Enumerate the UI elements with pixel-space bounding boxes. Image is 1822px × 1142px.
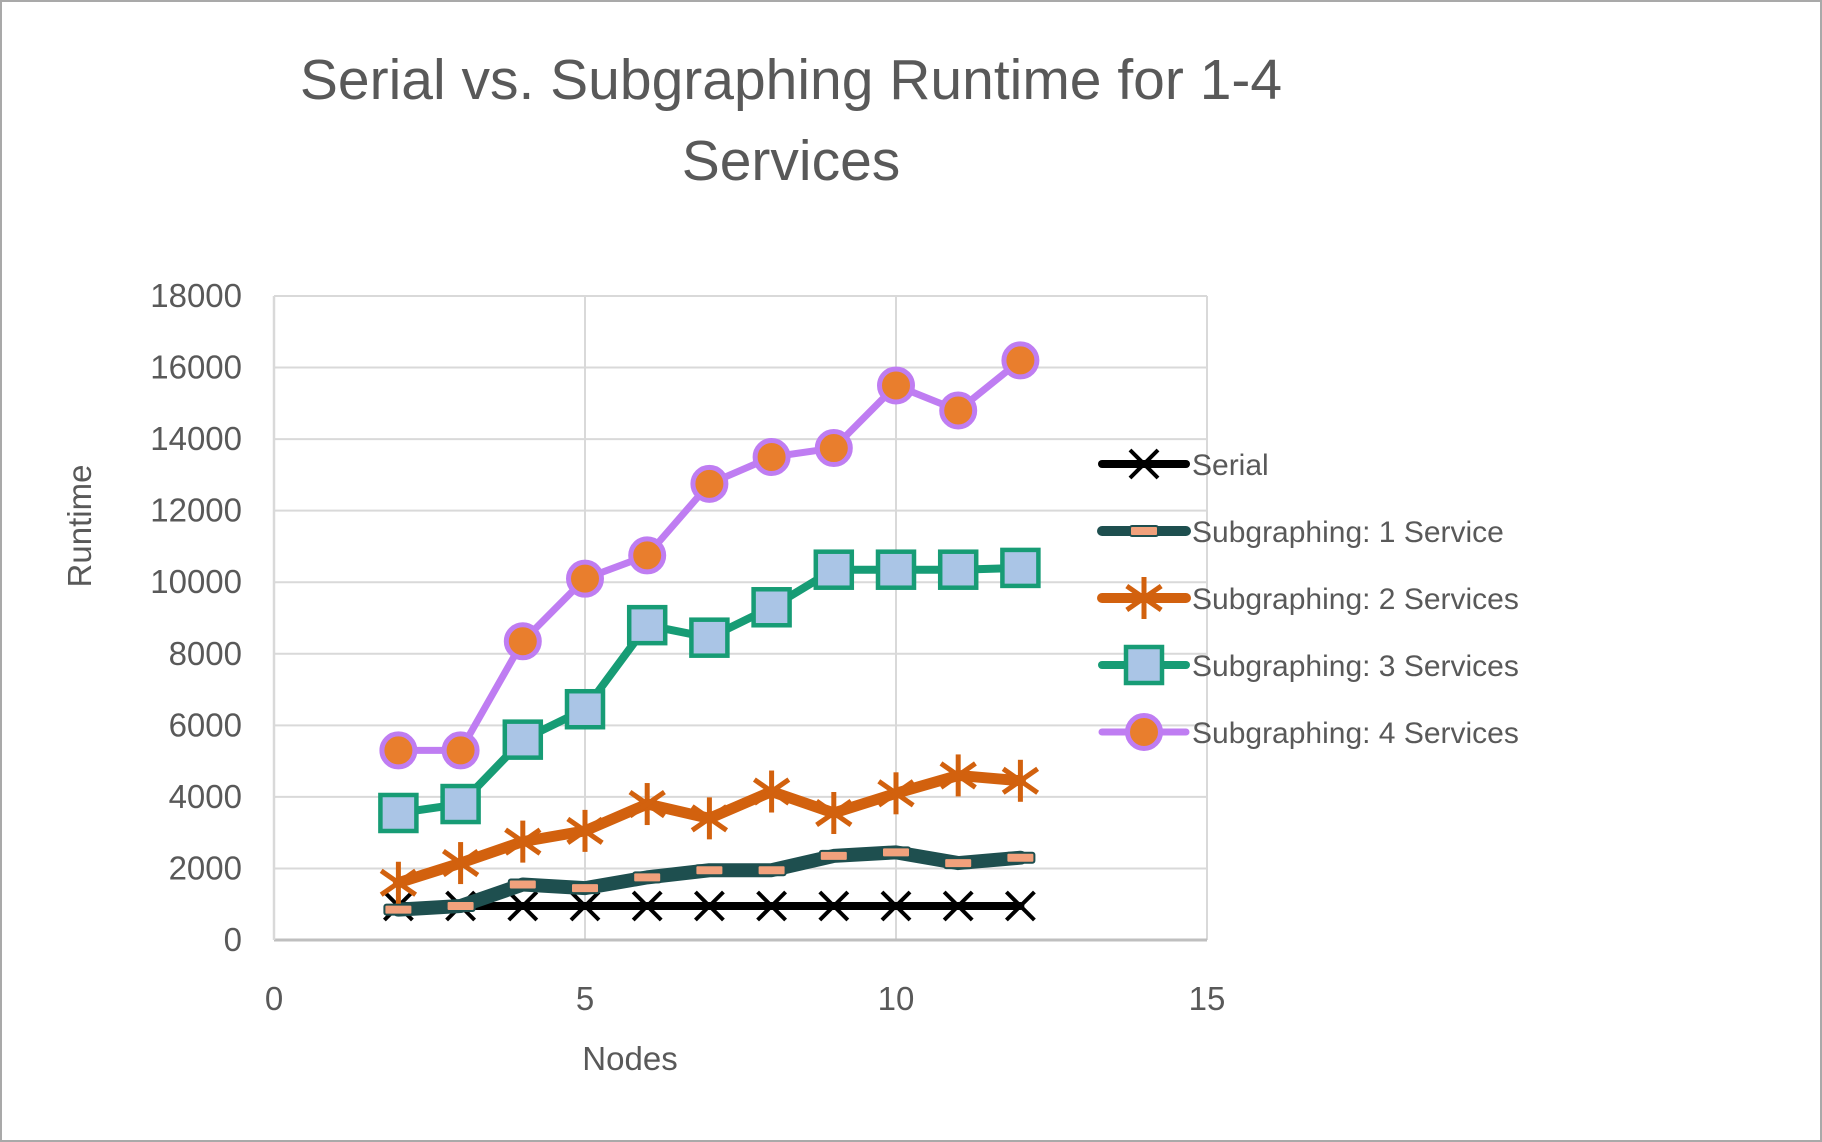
series-subgraphing-2-services [379, 754, 1040, 904]
legend-item-subgraphing-1-service: Subgraphing: 1 Service [1097, 516, 1504, 549]
dash-marker [507, 878, 538, 891]
square-marker [440, 783, 481, 825]
circle-marker [939, 391, 978, 430]
series-serial [382, 890, 1036, 922]
dash-marker [1005, 851, 1036, 864]
square-marker [751, 587, 792, 628]
circle-marker [441, 731, 480, 770]
dash-marker [818, 849, 849, 862]
circle-marker [503, 622, 542, 661]
circle-marker [877, 366, 915, 405]
series-subgraphing-1-service [383, 845, 1036, 917]
x-tick-label: 10 [878, 980, 915, 1017]
asterisk-marker [441, 849, 480, 878]
y-tick-label: 16000 [150, 349, 242, 386]
asterisk-marker [815, 798, 853, 828]
x-marker [1004, 890, 1036, 922]
y-tick-label: 18000 [150, 277, 242, 314]
square-marker [378, 792, 419, 834]
asterisk-marker [1125, 583, 1163, 613]
square-marker [875, 549, 917, 590]
gridlines [272, 295, 1208, 942]
x-marker [818, 890, 850, 922]
y-tick-label: 4000 [169, 778, 242, 815]
circle-marker [752, 438, 791, 476]
asterisk-marker [939, 761, 977, 790]
dash-marker [694, 864, 725, 877]
y-tick-label: 14000 [150, 420, 242, 457]
asterisk-marker [379, 868, 418, 897]
series-subgraphing-3-services [378, 547, 1041, 834]
series-subgraphing-4-services [379, 341, 1040, 770]
circle-marker [690, 464, 729, 503]
x-marker [631, 890, 663, 922]
legend-item-subgraphing-4-services: Subgraphing: 4 Services [1098, 713, 1519, 751]
x-marker [942, 890, 974, 922]
square-marker [937, 549, 979, 590]
dash-marker [881, 846, 911, 859]
series-line [391, 845, 1028, 917]
square-marker [1000, 547, 1041, 589]
legend-item-subgraphing-3-services: Subgraphing: 3 Services [1098, 644, 1519, 686]
x-marker [1128, 448, 1160, 480]
x-tick-label: 15 [1189, 980, 1226, 1017]
legend-label: Subgraphing: 1 Service [1192, 516, 1504, 549]
asterisk-marker [877, 779, 915, 808]
x-axis-title: Nodes [582, 1040, 678, 1077]
x-marker [507, 890, 539, 922]
y-tick-label: 2000 [169, 849, 242, 886]
asterisk-marker [628, 790, 666, 819]
x-marker [756, 890, 788, 922]
x-marker [693, 890, 725, 922]
square-marker [564, 688, 606, 730]
asterisk-marker [690, 804, 729, 833]
y-tick-label: 0 [224, 921, 242, 958]
dash-marker [383, 903, 414, 916]
tick-labels: 0 2000 4000 6000 8000 10000 12000 14000 16000 180… [150, 277, 1225, 1017]
circle-marker [1001, 341, 1040, 380]
square-marker [502, 719, 544, 760]
square-marker [1123, 644, 1165, 686]
circle-marker [628, 536, 667, 575]
legend-label: Serial [1192, 449, 1269, 482]
dash-marker [632, 871, 663, 884]
dash-marker [756, 864, 787, 877]
legend-item-subgraphing-2-services: Subgraphing: 2 Services [1097, 577, 1519, 619]
legend-label: Subgraphing: 4 Services [1192, 717, 1519, 750]
dash-marker [570, 882, 600, 895]
asterisk-marker [566, 816, 604, 845]
square-marker [689, 617, 730, 658]
legend-label: Subgraphing: 2 Services [1192, 583, 1519, 616]
square-marker [813, 549, 855, 590]
dash-marker [1129, 525, 1159, 537]
square-marker [626, 604, 668, 646]
y-tick-label: 8000 [169, 635, 242, 672]
circle-marker [1125, 713, 1163, 751]
y-tick-label: 6000 [169, 706, 242, 743]
y-tick-label: 10000 [150, 563, 242, 600]
legend: Serial Subgraphing: 1 Service Subgraphing:… [1097, 448, 1519, 751]
series-line [394, 356, 1024, 754]
circle-marker [814, 429, 853, 468]
circle-marker [566, 559, 604, 598]
y-tick-label: 12000 [150, 492, 242, 529]
asterisk-marker [1001, 766, 1040, 795]
x-marker [569, 890, 601, 922]
x-marker [880, 890, 912, 922]
asterisk-marker [752, 777, 791, 806]
dash-marker [445, 900, 476, 913]
dash-marker [943, 857, 974, 870]
circle-marker [379, 731, 418, 770]
legend-item-serial: Serial [1098, 448, 1269, 482]
x-tick-label: 5 [576, 980, 594, 1017]
asterisk-marker [504, 827, 542, 856]
legend-label: Subgraphing: 3 Services [1192, 650, 1519, 683]
chart-title: Serial vs. Subgraphing Runtime for 1-4 S… [299, 48, 1283, 193]
x-tick-label: 0 [265, 980, 283, 1017]
